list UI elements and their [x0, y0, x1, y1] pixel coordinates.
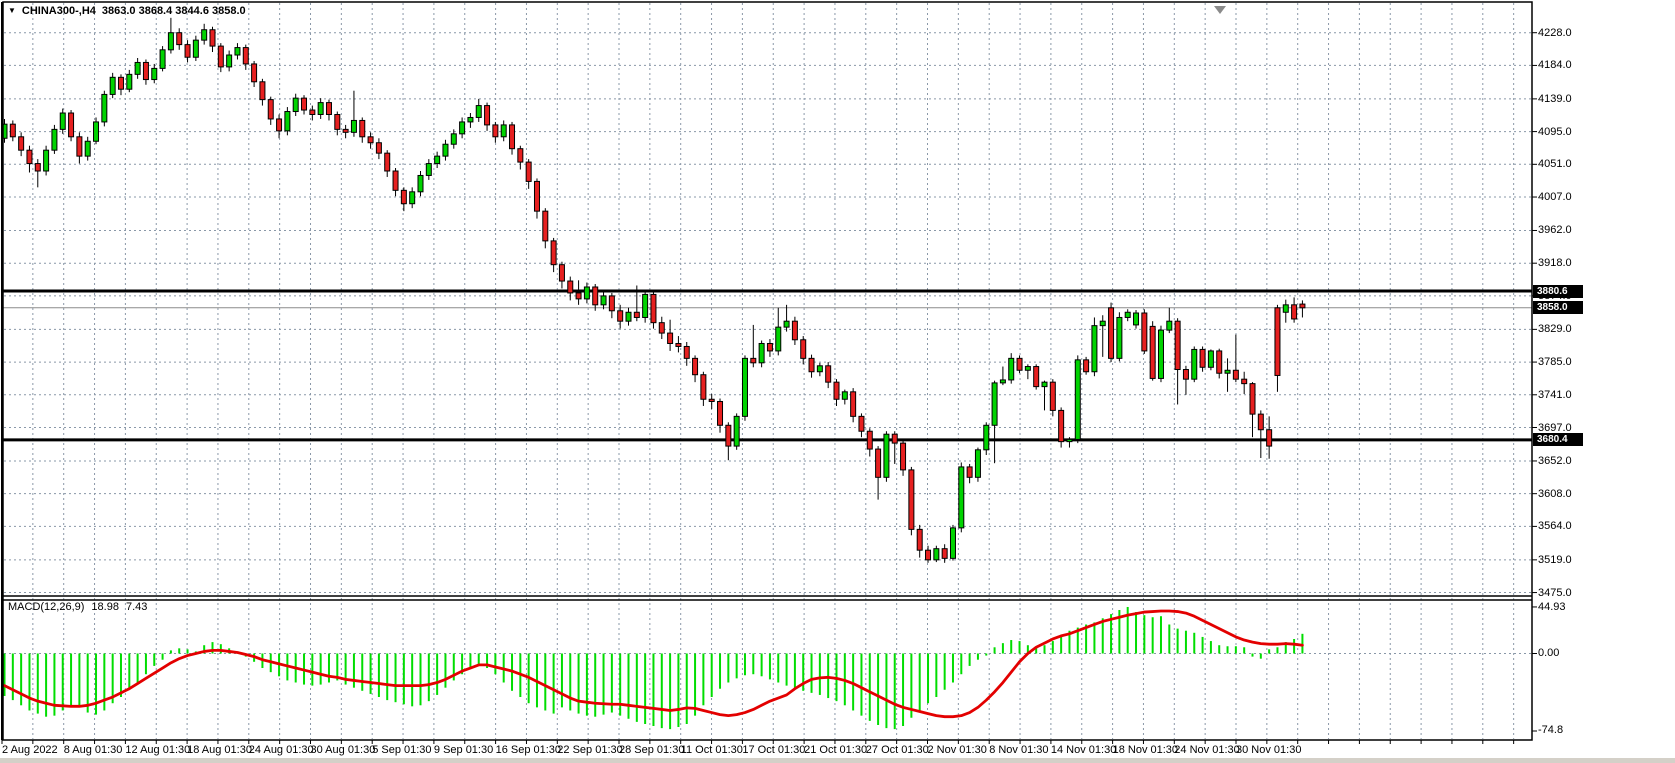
macd-axis-zero: 0.00: [1538, 647, 1560, 659]
ohlc-values: 3863.0 3868.4 3844.6 3858.0: [101, 5, 246, 17]
time-axis-label: 2 Nov 01:30: [927, 744, 987, 756]
price-axis-label: 3918.0: [1538, 257, 1572, 270]
symbol-label: CHINA300-,H4: [21, 5, 96, 17]
price-axis-label: 3785.0: [1538, 356, 1572, 369]
time-axis-label: 16 Sep 01:30: [495, 744, 562, 756]
resistance-price-badge: 3880.6: [1533, 284, 1583, 298]
symbol-header: ▼ CHINA300-,H4 3863.0 3868.4 3844.6 3858…: [8, 4, 246, 18]
time-axis-label: 18 Nov 01:30: [1112, 744, 1179, 756]
time-axis-label: 12 Aug 01:30: [125, 744, 191, 756]
time-axis-label: 17 Oct 01:30: [742, 744, 806, 756]
macd-name: MACD(12,26,9): [8, 601, 85, 613]
price-axis-label: 4051.0: [1538, 158, 1572, 171]
price-axis-label: 3741.0: [1538, 388, 1572, 401]
window-bottom-strip: [0, 758, 1675, 763]
price-axis-label: 3652.0: [1538, 454, 1572, 467]
price-axis-label: 3962.0: [1538, 224, 1572, 237]
price-axis-label: 3829.0: [1538, 323, 1572, 336]
price-axis-label: 4139.0: [1538, 92, 1572, 105]
price-axis-label: 3608.0: [1538, 487, 1572, 500]
price-axis-label: 3519.0: [1538, 553, 1572, 566]
symbol-dropdown-icon[interactable]: ▼: [8, 6, 16, 15]
time-axis-label: 24 Aug 01:30: [248, 744, 314, 756]
time-axis-label: 21 Oct 01:30: [804, 744, 868, 756]
time-axis-label: 14 Nov 01:30: [1050, 744, 1117, 756]
time-axis-label: 22 Sep 01:30: [557, 744, 623, 756]
time-axis-label: 9 Sep 01:30: [433, 744, 494, 756]
bid-price-badge: 3858.0: [1533, 301, 1583, 315]
price-axis-label: 4095.0: [1538, 125, 1572, 138]
support-price-badge: 3680.4: [1533, 433, 1583, 447]
time-axis-label: 11 Oct 01:30: [680, 744, 743, 756]
macd-main-value: 18.98: [91, 601, 119, 613]
price-axis-label: 4007.0: [1538, 191, 1572, 204]
time-axis-label: 2 Aug 2022: [2, 744, 58, 756]
price-axis-label: 4184.0: [1538, 59, 1572, 72]
time-axis-label: 8 Nov 01:30: [989, 744, 1049, 756]
time-axis-label: 18 Aug 01:30: [187, 744, 252, 756]
macd-axis-bottom: -74.8: [1538, 724, 1564, 736]
price-axis-label: 3697.0: [1538, 421, 1572, 434]
time-axis-label: 8 Aug 01:30: [63, 744, 123, 756]
time-axis-label: 24 Nov 01:30: [1174, 744, 1240, 756]
price-axis-label: 3475.0: [1538, 586, 1572, 599]
macd-signal-value: 7.43: [125, 601, 148, 613]
price-axis-label: 3564.0: [1538, 520, 1572, 533]
time-axis-label: 30 Nov 01:30: [1236, 744, 1302, 756]
macd-indicator-label: MACD(12,26,9) 18.98 7.43: [8, 601, 147, 613]
macd-axis-top: 44.93: [1538, 601, 1566, 613]
time-axis-label: 30 Aug 01:30: [310, 744, 376, 756]
time-axis-label: 5 Sep 01:30: [372, 744, 432, 756]
time-axis-label: 28 Sep 01:30: [619, 744, 685, 756]
time-axis-label: 27 Oct 01:30: [865, 744, 929, 756]
price-axis-label: 4228.0: [1538, 26, 1572, 39]
chart-shift-marker-icon[interactable]: [1214, 6, 1226, 14]
